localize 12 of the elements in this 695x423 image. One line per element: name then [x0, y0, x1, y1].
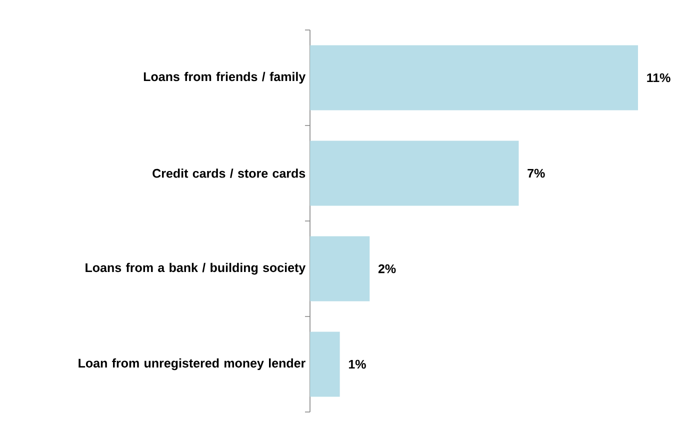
y-tick-label: Credit cards / store cards — [152, 168, 306, 178]
bar — [310, 45, 638, 110]
y-tick-label: Loans from a bank / building society — [86, 262, 306, 275]
bar — [310, 236, 370, 302]
y-tick-label: Loans from friends / family — [144, 72, 306, 84]
data-label: 7% — [528, 168, 545, 178]
bar — [310, 140, 519, 206]
data-label: 11% — [647, 73, 670, 82]
bar — [310, 332, 340, 397]
data-label: 1% — [348, 360, 366, 369]
data-label: 2% — [378, 264, 396, 274]
y-tick-label: Loan from unregistered money lender — [78, 358, 306, 370]
